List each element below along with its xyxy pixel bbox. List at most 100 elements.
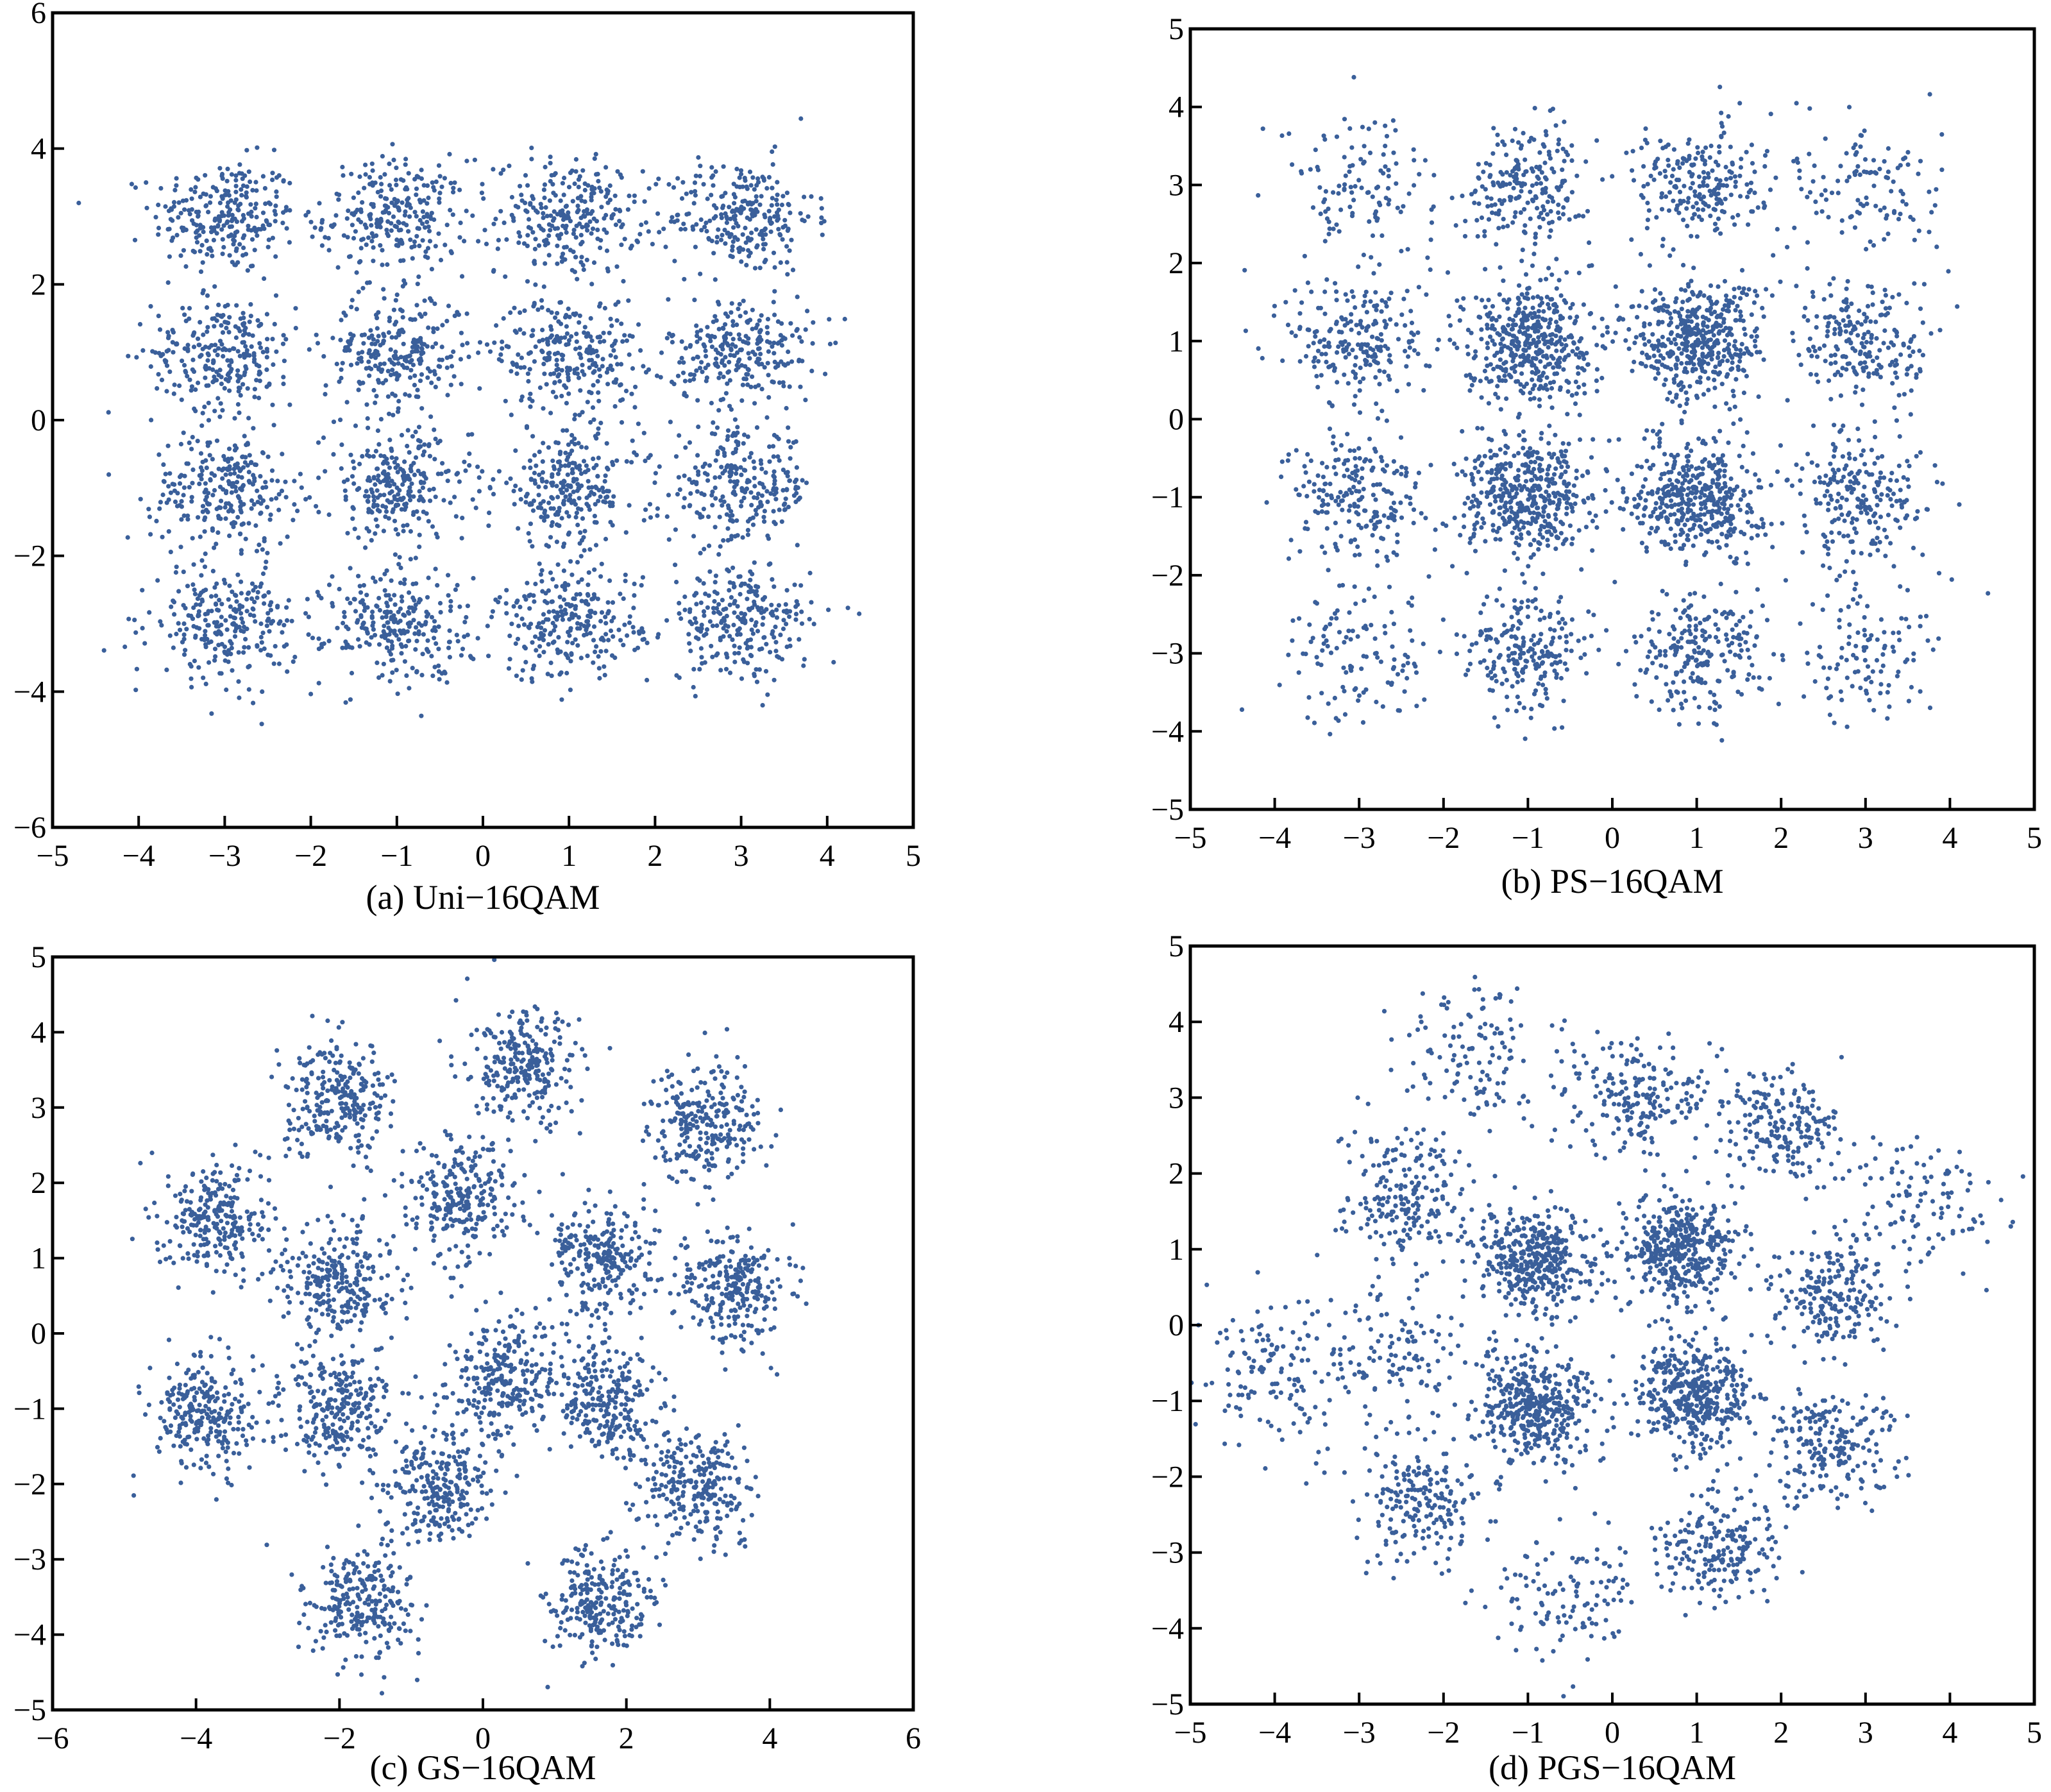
- scatter-point: [369, 537, 374, 543]
- scatter-point: [781, 194, 786, 199]
- scatter-point: [414, 214, 419, 219]
- scatter-point: [251, 700, 256, 706]
- scatter-point: [392, 393, 398, 398]
- scatter-point: [375, 660, 380, 665]
- x-tick-label: −1: [380, 839, 413, 873]
- scatter-point: [392, 518, 398, 523]
- scatter-point: [596, 426, 601, 431]
- scatter-point: [527, 539, 532, 544]
- scatter-point: [408, 375, 413, 380]
- scatter-point: [349, 305, 354, 310]
- scatter-point: [125, 535, 130, 540]
- scatter-point: [737, 301, 742, 307]
- scatter-point: [591, 660, 596, 665]
- scatter-point: [376, 642, 382, 647]
- scatter-point: [209, 230, 214, 235]
- scatter-point: [402, 659, 408, 664]
- scatter-point: [764, 607, 769, 612]
- scatter-point: [759, 493, 764, 498]
- scatter-point: [384, 509, 389, 514]
- scatter-point: [770, 185, 775, 190]
- scatter-point: [767, 444, 772, 450]
- scatter-point: [572, 441, 578, 447]
- scatter-point: [1744, 182, 1750, 187]
- scatter-point: [788, 456, 793, 461]
- scatter-point: [392, 460, 397, 465]
- scatter-point: [432, 619, 437, 624]
- scatter-point: [241, 624, 247, 630]
- scatter-point: [429, 380, 434, 385]
- scatter-point: [230, 668, 235, 673]
- scatter-point: [446, 639, 452, 645]
- scatter-point: [261, 594, 266, 599]
- scatter-point: [1659, 207, 1665, 212]
- scatter-point: [1548, 108, 1553, 114]
- scatter-point: [1697, 183, 1702, 189]
- scatter-point: [1807, 190, 1813, 195]
- scatter-point: [388, 609, 393, 614]
- scatter-point: [174, 631, 179, 637]
- scatter-point: [539, 579, 544, 584]
- scatter-point: [144, 205, 149, 210]
- scatter-point: [198, 194, 203, 199]
- scatter-point: [415, 282, 420, 287]
- scatter-point: [195, 439, 200, 444]
- scatter-point: [243, 325, 248, 331]
- scatter-point: [134, 355, 139, 360]
- scatter-point: [203, 551, 208, 557]
- scatter-point: [424, 614, 430, 619]
- scatter-point: [330, 604, 335, 609]
- scatter-point: [389, 455, 394, 461]
- scatter-point: [1719, 110, 1724, 115]
- scatter-point: [754, 194, 759, 199]
- scatter-point: [550, 458, 555, 464]
- scatter-point: [380, 380, 385, 385]
- scatter-point: [338, 418, 343, 423]
- scatter-point: [1675, 203, 1680, 208]
- scatter-point: [757, 362, 762, 367]
- scatter-point: [477, 489, 482, 494]
- scatter-point: [425, 375, 430, 380]
- scatter-point: [356, 289, 361, 294]
- cluster-15: [436, 543, 682, 702]
- scatter-point: [498, 171, 503, 176]
- scatter-point: [386, 475, 391, 480]
- scatter-point: [754, 589, 759, 594]
- cluster-13: [101, 536, 321, 727]
- scatter-point: [191, 605, 196, 611]
- scatter-point: [550, 520, 555, 525]
- scatter-point: [699, 655, 704, 660]
- scatter-point: [469, 432, 475, 437]
- scatter-point: [254, 548, 260, 554]
- scatter-point: [206, 491, 211, 496]
- scatter-point: [251, 502, 257, 507]
- scatter-point: [674, 579, 679, 585]
- scatter-point: [1682, 183, 1687, 189]
- scatter-point: [709, 643, 714, 648]
- scatter-point: [559, 368, 564, 373]
- scatter-point: [555, 441, 561, 446]
- scatter-point: [721, 607, 726, 613]
- scatter-point: [522, 645, 527, 650]
- scatter-point: [170, 482, 175, 487]
- scatter-point: [568, 659, 573, 664]
- scatter-point: [687, 440, 693, 445]
- scatter-point: [384, 228, 389, 233]
- scatter-point: [391, 157, 396, 162]
- scatter-point: [1646, 208, 1651, 213]
- scatter-point: [548, 213, 553, 218]
- scatter-point: [1538, 181, 1544, 186]
- scatter-point: [212, 647, 218, 652]
- scatter-point: [694, 323, 699, 328]
- scatter-point: [700, 369, 705, 375]
- scatter-point: [1905, 162, 1911, 167]
- scatter-point: [424, 511, 429, 516]
- scatter-point: [356, 190, 361, 196]
- scatter-point: [1514, 158, 1519, 163]
- scatter-point: [399, 497, 404, 502]
- scatter-point: [1927, 189, 1932, 194]
- scatter-point: [1375, 184, 1381, 189]
- scatter-point: [560, 612, 566, 618]
- scatter-point: [550, 223, 555, 228]
- scatter-point: [530, 230, 536, 235]
